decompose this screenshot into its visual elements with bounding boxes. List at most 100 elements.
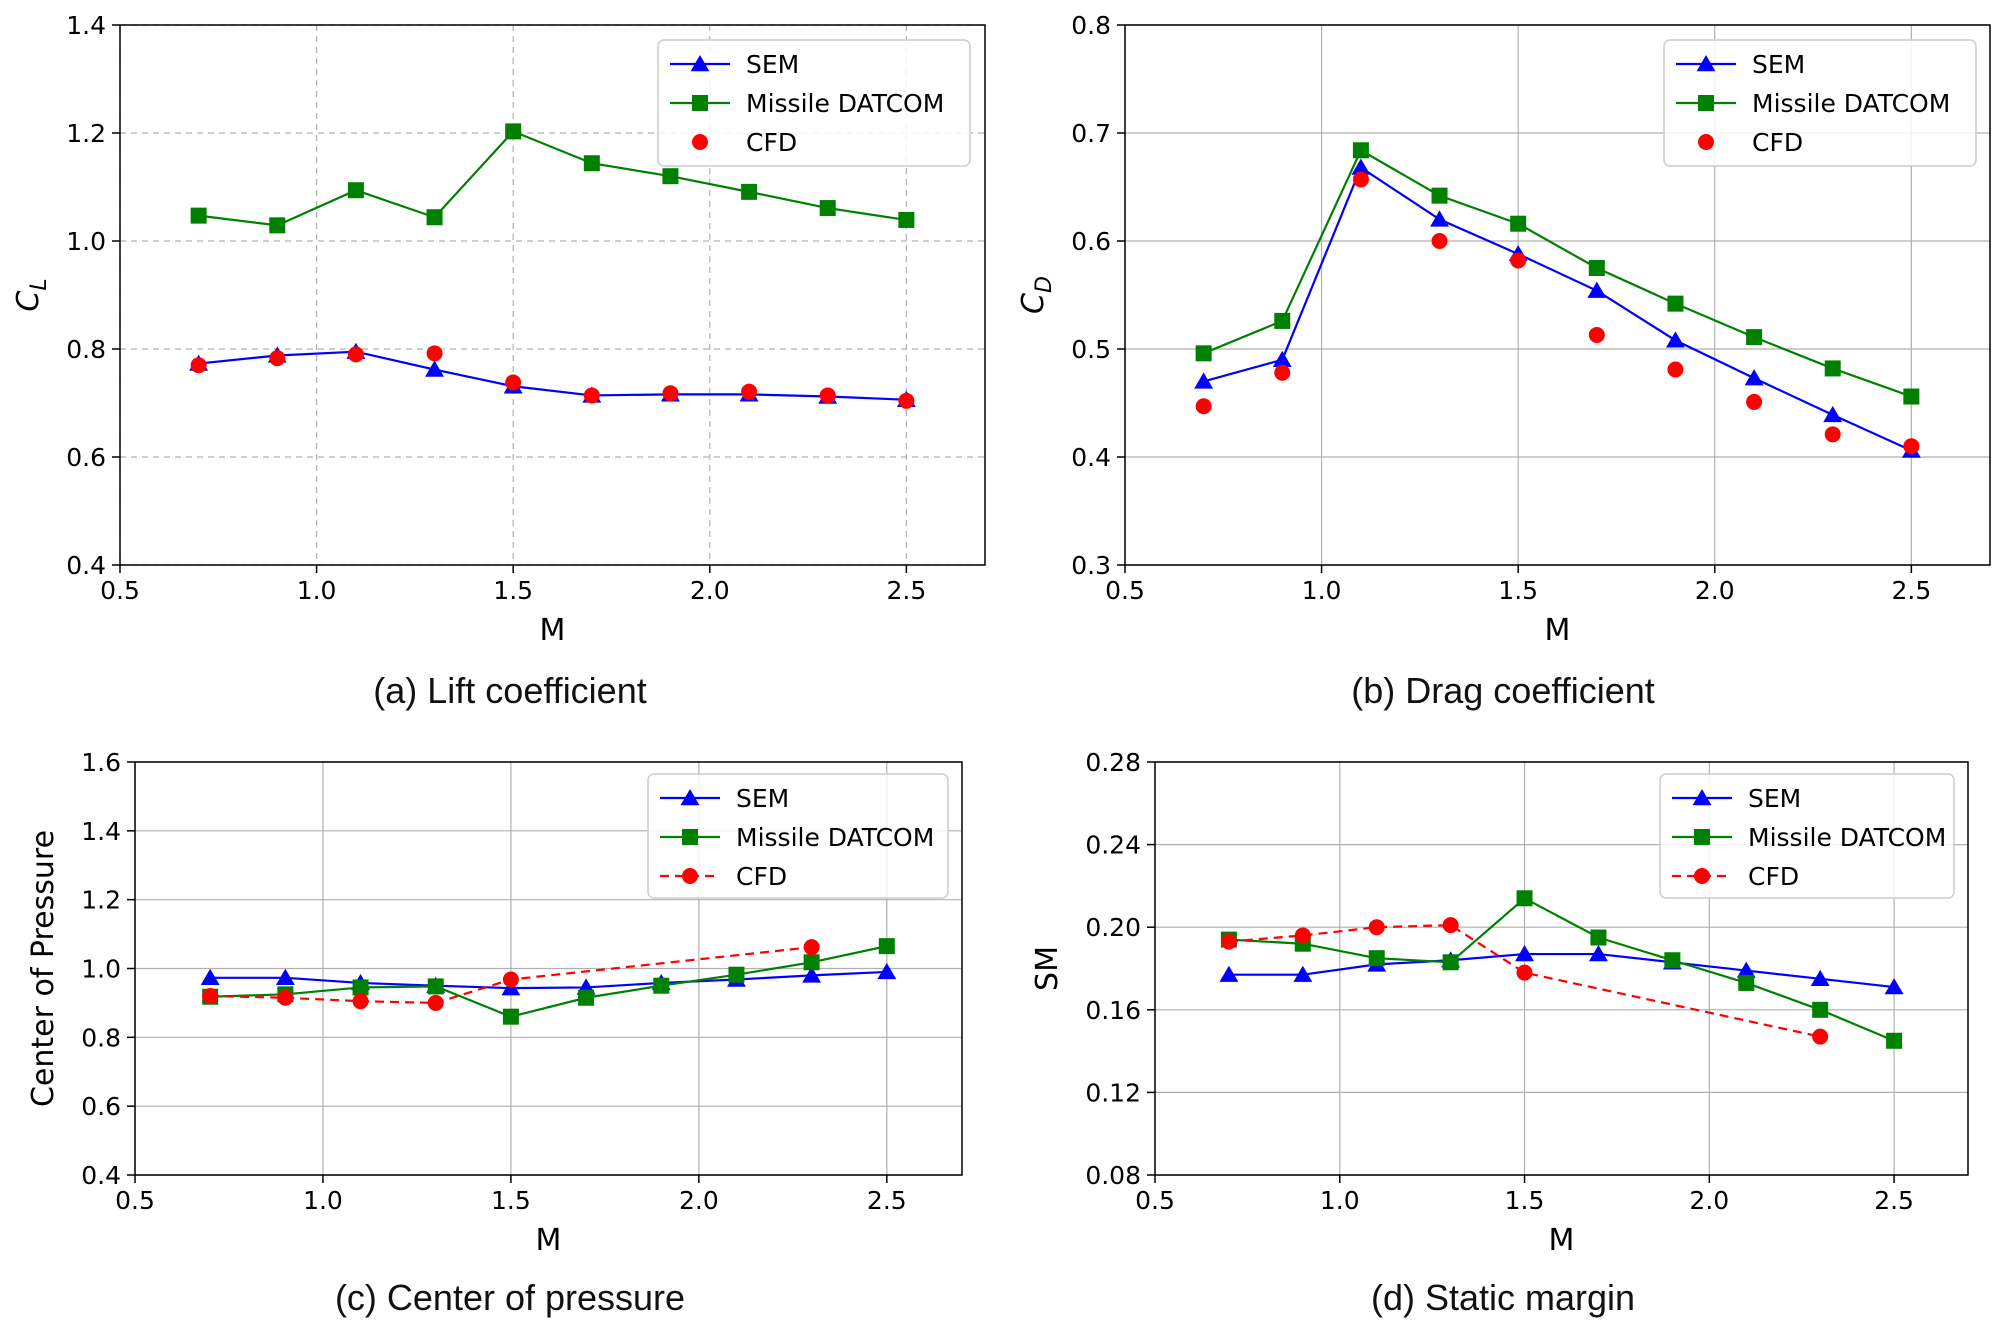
data-point bbox=[1736, 961, 1756, 978]
data-point bbox=[347, 182, 364, 199]
data-point bbox=[819, 200, 836, 217]
data-point bbox=[583, 387, 600, 404]
data-point bbox=[1587, 281, 1607, 298]
data-point bbox=[1352, 142, 1369, 159]
y-tick-label: 1.4 bbox=[66, 11, 106, 40]
legend-item: SEM bbox=[1672, 784, 1801, 813]
data-point bbox=[1274, 312, 1291, 329]
legend: SEM Missile DATCOM CFD bbox=[657, 39, 971, 167]
chart-a: 0.5 1.0 1.5 2.0 2.5 0.4 0.6 0.8 1.0 1.2 1.4 M CL SEM M… bbox=[11, 11, 986, 648]
data-point bbox=[1810, 969, 1830, 987]
series-cfd bbox=[1220, 917, 1829, 1045]
legend-label: CFD bbox=[1752, 128, 1803, 157]
legend: SEM Missile DATCOM CFD bbox=[647, 773, 949, 899]
y-axis-label-main: C bbox=[1016, 293, 1051, 314]
data-point bbox=[190, 207, 207, 224]
x-tick-label: 2.0 bbox=[1689, 1186, 1729, 1215]
data-point bbox=[352, 993, 369, 1010]
series-sem bbox=[1219, 945, 1904, 995]
legend-marker bbox=[682, 829, 698, 845]
y-axis-label: CL bbox=[11, 278, 52, 311]
data-point bbox=[1823, 405, 1843, 423]
legend-marker bbox=[1694, 868, 1710, 884]
data-point bbox=[898, 392, 915, 409]
legend-item: CFD bbox=[1672, 862, 1799, 891]
y-tick-label: 1.6 bbox=[81, 748, 121, 777]
data-point bbox=[653, 977, 670, 994]
legend-marker bbox=[1698, 134, 1714, 150]
data-point bbox=[1294, 927, 1311, 944]
x-tick-label: 1.5 bbox=[1498, 576, 1538, 605]
legend-box bbox=[1663, 39, 1977, 167]
data-point bbox=[427, 978, 444, 995]
data-point bbox=[1351, 158, 1371, 175]
data-point bbox=[1431, 187, 1448, 204]
series-missile-datcom bbox=[202, 938, 895, 1025]
caption-d: (d) Static margin bbox=[1370, 1277, 1636, 1318]
data-point bbox=[502, 1008, 519, 1025]
series-line bbox=[210, 945, 888, 1018]
legend-label: CFD bbox=[746, 128, 797, 157]
legend-label: CFD bbox=[1748, 862, 1799, 891]
data-point bbox=[1431, 233, 1448, 249]
y-tick-label: 1.0 bbox=[66, 227, 106, 256]
data-point bbox=[1516, 890, 1533, 907]
data-point bbox=[347, 346, 364, 363]
data-point bbox=[1515, 945, 1534, 962]
series-missile-datcom bbox=[1220, 890, 1903, 1049]
legend: SEM Missile DATCOM CFD bbox=[1663, 39, 1977, 167]
series-line bbox=[198, 130, 907, 227]
data-point bbox=[277, 989, 294, 1006]
legend-label: Missile DATCOM bbox=[746, 89, 944, 118]
legend-item: CFD bbox=[660, 862, 787, 891]
data-point bbox=[505, 123, 522, 140]
data-point bbox=[1664, 952, 1681, 969]
legend-box bbox=[647, 773, 949, 899]
data-point bbox=[1812, 1028, 1829, 1045]
data-point bbox=[803, 954, 820, 971]
y-axis-label-subscript: L bbox=[27, 278, 52, 290]
series-line bbox=[1228, 924, 1821, 1038]
legend-marker bbox=[1696, 55, 1716, 72]
legend-label: SEM bbox=[1752, 50, 1805, 79]
x-tick-label: 0.5 bbox=[1135, 1186, 1175, 1215]
data-point bbox=[1510, 252, 1527, 269]
y-tick-label: 0.28 bbox=[1085, 748, 1141, 777]
data-point bbox=[1746, 329, 1763, 346]
data-point bbox=[1510, 215, 1527, 232]
x-tick-label: 2.0 bbox=[690, 576, 730, 605]
legend: SEM Missile DATCOM CFD bbox=[1659, 773, 1955, 899]
data-point bbox=[1194, 372, 1214, 389]
caption-b: (b) Drag coefficient bbox=[1351, 670, 1655, 711]
legend-item: CFD bbox=[692, 128, 797, 157]
x-tick-label: 2.5 bbox=[1874, 1186, 1914, 1215]
legend-marker bbox=[1692, 789, 1712, 806]
x-axis-label: M bbox=[1549, 1223, 1575, 1258]
y-tick-label: 1.4 bbox=[81, 817, 121, 846]
chart-c: 0.5 1.0 1.5 2.0 2.5 0.4 0.6 0.8 1.0 1.2 1.4 1.6 M Cen… bbox=[26, 748, 963, 1258]
axes-frame bbox=[119, 24, 986, 566]
legend-box bbox=[1659, 773, 1955, 899]
data-point bbox=[269, 350, 286, 367]
data-point bbox=[1219, 965, 1239, 982]
data-point bbox=[1824, 426, 1841, 443]
legend-item: Missile DATCOM bbox=[1676, 89, 1950, 118]
data-point bbox=[1589, 945, 1608, 962]
data-point bbox=[1220, 933, 1237, 950]
data-point bbox=[1590, 929, 1607, 946]
legend-label: Missile DATCOM bbox=[1748, 823, 1946, 852]
legend-marker bbox=[692, 134, 708, 150]
x-axis-label: M bbox=[1545, 613, 1571, 648]
caption-c: (c) Center of pressure bbox=[334, 1277, 686, 1318]
y-tick-label: 0.24 bbox=[1085, 831, 1141, 860]
x-tick-label: 1.5 bbox=[1505, 1186, 1545, 1215]
data-point bbox=[1442, 917, 1459, 934]
legend-item: CFD bbox=[1698, 128, 1803, 157]
y-tick-label: 0.12 bbox=[1085, 1078, 1141, 1107]
y-tick-label: 0.4 bbox=[66, 551, 106, 580]
data-point bbox=[741, 383, 758, 400]
x-tick-label: 1.0 bbox=[1320, 1186, 1360, 1215]
x-tick-label: 1.5 bbox=[491, 1186, 531, 1215]
legend-item: Missile DATCOM bbox=[670, 89, 944, 118]
